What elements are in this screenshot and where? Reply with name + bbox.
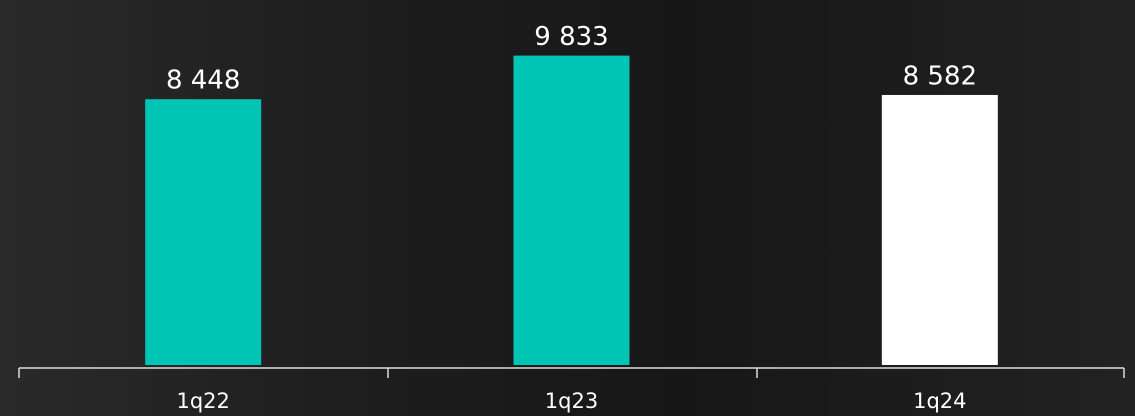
bar — [882, 95, 998, 365]
x-tick-label: 1q24 — [913, 389, 966, 413]
chart: 1q22 8 448 1q23 9 833 1q24 8 582 — [0, 0, 1135, 416]
bar — [514, 56, 630, 365]
value-label: 8 582 — [903, 61, 977, 91]
x-tick-label: 1q22 — [176, 389, 229, 413]
x-tick-label: 1q23 — [545, 389, 598, 413]
value-label: 9 833 — [534, 22, 608, 52]
page: {"chart_data": {"type": "bar", "categori… — [0, 0, 1135, 416]
bar — [145, 99, 261, 365]
value-label: 8 448 — [166, 66, 240, 96]
